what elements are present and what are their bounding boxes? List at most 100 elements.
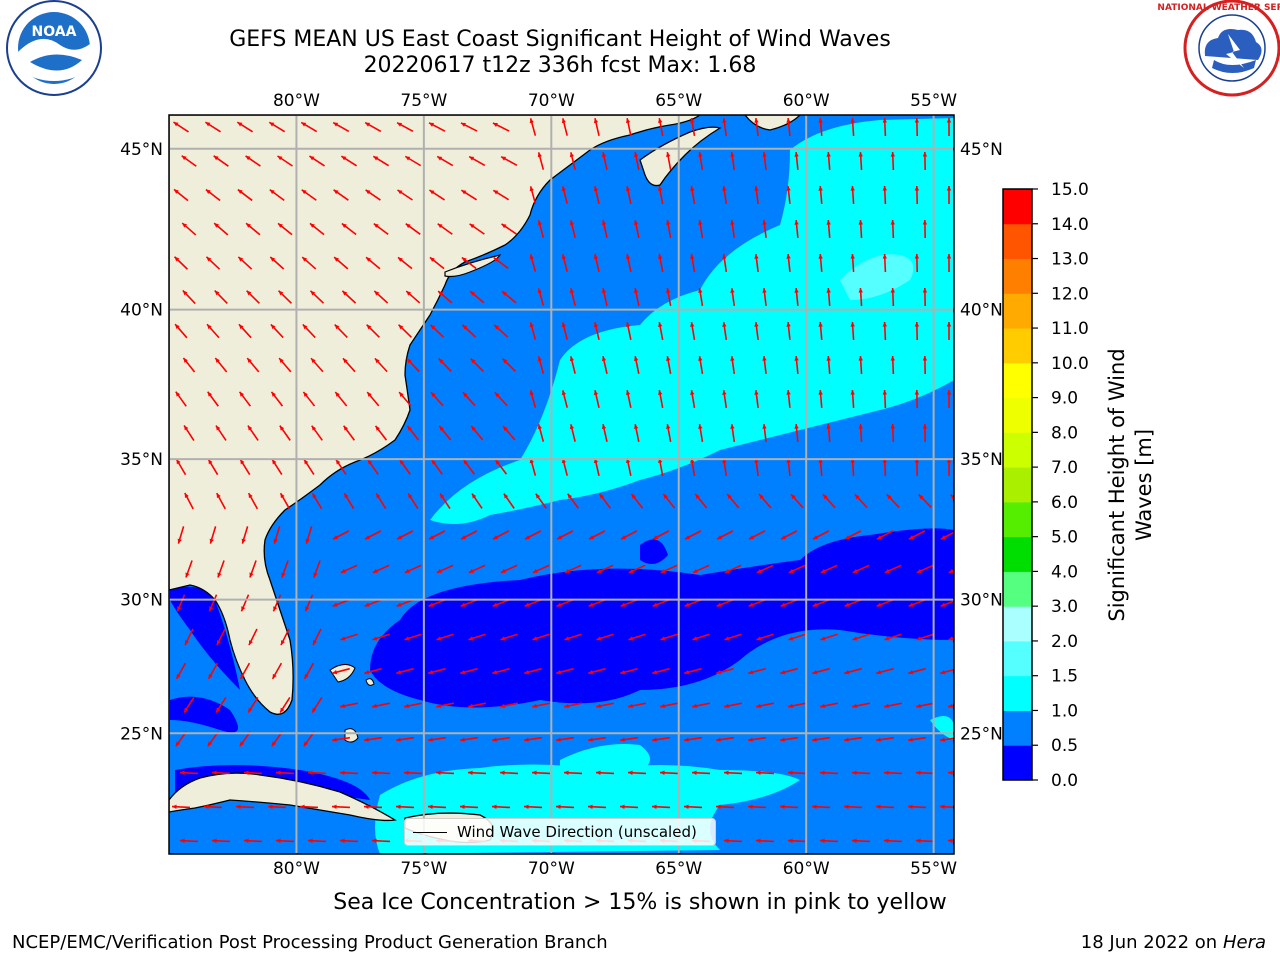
wind-wave-arrow [914,253,920,273]
wind-wave-arrow [876,667,894,675]
wind-wave-arrow [438,357,452,373]
wind-wave-arrow [532,564,550,574]
wind-wave-arrow [175,391,187,407]
wind-wave-arrow [333,189,349,201]
colorbar-tick-label: 4.0 [1051,562,1078,582]
wind-wave-arrow [587,804,607,809]
colorbar-tick-label: 12.0 [1051,284,1089,304]
wind-wave-arrow [371,770,391,775]
wind-wave-arrow [790,493,804,509]
wind-wave-arrow [946,389,952,409]
wind-wave-arrow [429,256,445,270]
wind-wave-arrow [625,322,632,340]
wind-wave-arrow [561,254,568,272]
wind-wave-arrow [794,151,799,171]
lon-tick-label-bottom: 60°W [783,859,830,879]
wind-wave-arrow [271,662,283,680]
wind-wave-arrow [567,493,579,509]
wind-wave-arrow [564,633,582,641]
wind-wave-arrow [532,702,550,709]
wind-wave-arrow [633,152,640,170]
wind-wave-arrow [556,530,574,540]
wind-wave-arrow [730,423,736,443]
wind-wave-arrow [619,804,639,809]
wind-wave-arrow [748,530,766,540]
wind-wave-arrow [532,633,550,641]
wind-wave-arrow [940,531,954,540]
lat-tick-label-right: 45°N [960,140,1003,160]
wind-wave-arrow [439,493,451,509]
lat-tick-label-right: 30°N [960,591,1003,611]
lon-tick-label-bottom: 80°W [273,859,320,879]
wind-wave-arrow [939,804,954,809]
wind-wave-arrow [246,290,260,304]
colorbar-swatch [1003,571,1032,607]
wind-wave-arrow [658,254,664,272]
wind-wave-arrow [500,702,518,709]
wind-wave-arrow [844,599,862,607]
wind-wave-arrow [214,357,228,373]
wind-wave-arrow [399,459,411,475]
wind-wave-arrow [596,702,614,709]
wind-wave-arrow [340,633,358,641]
wind-wave-arrow [460,530,478,540]
wind-wave-arrow [204,121,222,133]
wind-wave-arrow [716,599,734,607]
wind-wave-arrow [754,117,759,137]
wind-wave-arrow [524,667,542,675]
wind-wave-arrow [754,321,759,341]
wind-wave-arrow [175,662,187,680]
wind-wave-arrow [601,424,608,442]
wind-wave-arrow [747,804,767,809]
wind-wave-arrow [304,594,314,612]
wind-wave-arrow [955,288,959,306]
wind-wave-arrow [277,222,293,236]
wind-wave-arrow [331,804,351,809]
wind-wave-arrow [236,121,254,133]
wind-wave-arrow [428,667,446,675]
wind-wave-arrow [722,185,728,205]
wind-wave-arrow [850,253,855,273]
wind-wave-arrow [692,633,710,641]
wind-wave-arrow [730,355,736,375]
wind-wave-arrow [875,804,895,809]
wind-wave-arrow [779,736,799,742]
wind-wave-arrow [754,253,759,273]
wind-wave-arrow [788,702,806,709]
wind-wave-arrow [755,770,775,775]
wind-wave-arrow [633,424,640,442]
wind-wave-arrow [722,253,728,273]
wind-wave-arrow [756,633,774,641]
wind-wave-arrow [241,526,249,544]
wind-wave-arrow [922,219,928,239]
wind-wave-arrow [914,457,920,477]
wind-wave-arrow [492,189,510,201]
wind-wave-arrow [430,391,444,407]
wind-wave-arrow [858,287,863,307]
wind-wave-arrow [690,185,696,205]
wind-wave-arrow [908,667,926,675]
wind-wave-arrow [459,804,479,809]
wind-wave-arrow [659,770,679,775]
colorbar-swatch [1003,606,1032,642]
wind-wave-arrow [438,425,452,441]
wind-wave-arrow [278,357,292,373]
wind-wave-arrow [854,493,868,509]
wind-wave-arrow [405,223,421,235]
wind-wave-arrow [955,152,959,170]
colorbar-swatch [1003,710,1032,746]
wind-wave-arrow [364,599,382,607]
wind-wave-arrow [269,188,285,202]
wind-wave-arrow [365,189,381,201]
wind-wave-arrow [908,599,926,607]
wind-wave-arrow [461,256,477,270]
lat-tick-label-left: 40°N [120,301,163,321]
wind-wave-arrow [820,702,838,709]
lon-tick-label-top: 70°W [528,91,575,111]
wind-wave-arrow [307,770,327,775]
colorbar-label-line2: Waves [m] [1132,429,1156,541]
colorbar-tick-label: 10.0 [1051,354,1089,374]
wind-wave-arrow [309,290,325,304]
wind-wave-arrow [436,633,454,641]
